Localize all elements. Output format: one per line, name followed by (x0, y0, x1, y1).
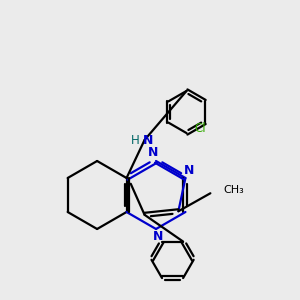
Text: N: N (153, 230, 163, 244)
Text: N: N (148, 146, 158, 160)
Text: CH₃: CH₃ (224, 185, 244, 195)
Text: N: N (143, 134, 154, 146)
Text: H: H (131, 134, 140, 146)
Text: Cl: Cl (195, 122, 206, 135)
Text: N: N (184, 164, 195, 178)
